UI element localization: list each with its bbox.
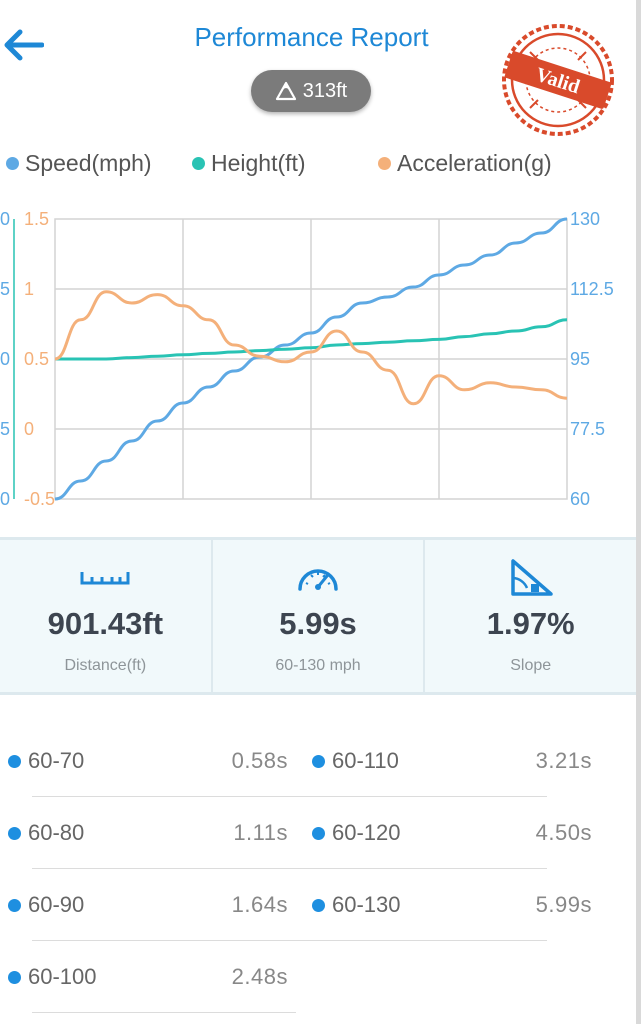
height-tick-label: 50 xyxy=(0,489,10,509)
speed-tick-label: 95 xyxy=(570,349,590,369)
legend-acceleration[interactable]: Acceleration(g) xyxy=(378,150,552,177)
split-time: 0.58s xyxy=(231,748,288,773)
speed-tick-label: 112.5 xyxy=(570,279,614,299)
elevation-badge: 313ft xyxy=(251,70,371,112)
legend-acceleration-label: Acceleration(g) xyxy=(397,150,552,176)
split-dot-icon xyxy=(8,827,21,840)
split-60-100: 60-100 2.48s xyxy=(0,942,296,1014)
mountain-icon xyxy=(275,81,296,101)
distance-value: 901.43ft xyxy=(47,606,164,641)
acceleration-dot-icon xyxy=(378,157,391,170)
time-label: 60-130 mph xyxy=(275,657,361,674)
split-time: 5.99s xyxy=(535,892,592,917)
split-time: 1.64s xyxy=(231,892,288,917)
split-label: 60-80 xyxy=(28,820,85,845)
split-dot-icon xyxy=(8,899,21,912)
split-times-list: 60-70 0.58s 60-110 3.21s 60-80 1.11s 60-… xyxy=(0,726,636,1024)
metric-time: 5.99s 60-130 mph xyxy=(210,540,424,692)
speed-tick-label: 60 xyxy=(570,489,590,509)
acceleration-tick-label: 1.5 xyxy=(24,209,49,229)
metric-distance: 901.43ft Distance(ft) xyxy=(0,540,211,692)
split-dot-icon xyxy=(312,755,325,768)
row-divider xyxy=(32,940,547,941)
height-tick-label: 25 xyxy=(0,419,10,439)
acceleration-tick-label: 0 xyxy=(24,419,34,439)
left-cut-axis: 0502550 xyxy=(0,209,10,509)
speed-dot-icon xyxy=(6,157,19,170)
chart-series xyxy=(54,217,568,501)
split-60-110: 60-110 3.21s xyxy=(304,726,600,798)
split-60-90: 60-90 1.64s xyxy=(0,870,296,942)
slope-icon xyxy=(425,558,636,598)
split-label: 60-70 xyxy=(28,748,85,773)
legend-speed-label: Speed(mph) xyxy=(25,150,152,176)
height-line xyxy=(55,318,568,361)
back-button[interactable] xyxy=(0,22,46,68)
elevation-value: 313ft xyxy=(302,79,348,102)
acceleration-tick-label: -0.5 xyxy=(24,489,55,509)
split-60-130: 60-130 5.99s xyxy=(304,870,600,942)
split-dot-icon xyxy=(312,827,325,840)
row-divider xyxy=(32,1012,296,1013)
split-time: 2.48s xyxy=(231,964,288,989)
split-label: 60-100 xyxy=(28,964,97,989)
split-label: 60-120 xyxy=(332,820,401,845)
ruler-icon xyxy=(0,558,211,598)
valid-stamp: Valid xyxy=(502,24,614,136)
back-arrow-icon xyxy=(4,29,44,61)
slope-value: 1.97% xyxy=(486,606,575,641)
distance-label: Distance(ft) xyxy=(64,657,147,674)
legend-speed[interactable]: Speed(mph) xyxy=(6,150,152,177)
slope-label: Slope xyxy=(510,657,552,674)
row-divider xyxy=(32,796,547,797)
acceleration-axis: 1.5 1 0.5 0 -0.5 xyxy=(24,209,55,509)
legend-height[interactable]: Height(ft) xyxy=(192,150,306,177)
acceleration-line xyxy=(54,290,568,406)
height-tick-label: 0 xyxy=(0,209,10,229)
split-60-80: 60-80 1.11s xyxy=(0,798,296,870)
speed-tick-label: 130 xyxy=(570,209,600,229)
height-dot-icon xyxy=(192,157,205,170)
split-60-70: 60-70 0.58s xyxy=(0,726,296,798)
chart-grid xyxy=(13,218,568,500)
speedometer-icon xyxy=(213,558,424,598)
metrics-panel: 901.43ft Distance(ft) 5.99s 60-130 mph 1… xyxy=(0,537,636,695)
split-time: 1.11s xyxy=(233,820,288,845)
split-dot-icon xyxy=(8,971,21,984)
split-60-120: 60-120 4.50s xyxy=(304,798,600,870)
row-divider xyxy=(32,868,547,869)
page-title: Performance Report xyxy=(194,22,429,52)
acceleration-tick-label: 1 xyxy=(24,279,34,299)
split-dot-icon xyxy=(312,899,325,912)
split-time: 4.50s xyxy=(535,820,592,845)
metric-slope: 1.97% Slope xyxy=(423,540,636,692)
acceleration-tick-label: 0.5 xyxy=(24,349,49,369)
speed-tick-label: 77.5 xyxy=(570,419,605,439)
split-label: 60-130 xyxy=(332,892,401,917)
legend-height-label: Height(ft) xyxy=(211,150,306,176)
split-time: 3.21s xyxy=(535,748,592,773)
speed-line xyxy=(54,217,568,501)
speed-axis: 130 112.5 95 77.5 60 xyxy=(570,209,614,509)
height-tick-label: 5 xyxy=(0,279,10,299)
chart-legend: Speed(mph) Height(ft) Acceleration(g) xyxy=(0,150,636,186)
header: Performance Report 313ft Valid xyxy=(0,0,641,136)
split-dot-icon xyxy=(8,755,21,768)
split-label: 60-110 xyxy=(332,748,399,773)
height-tick-label: 0 xyxy=(0,349,10,369)
right-edge-divider xyxy=(636,0,641,1024)
time-value: 5.99s xyxy=(279,606,357,641)
split-label: 60-90 xyxy=(28,892,85,917)
